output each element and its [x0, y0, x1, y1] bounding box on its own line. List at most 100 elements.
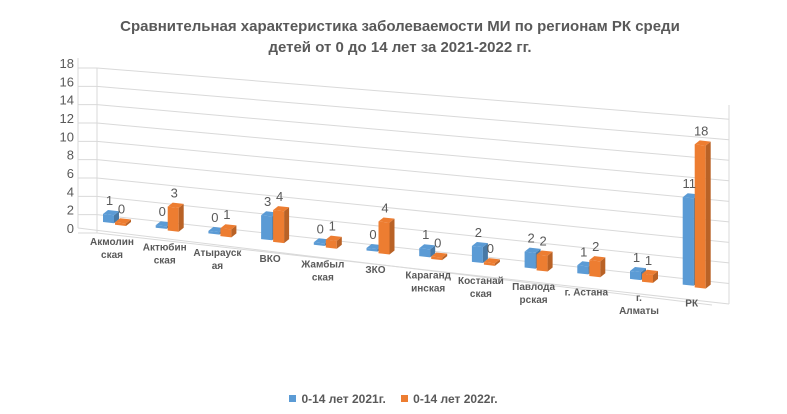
bar-2022-side — [494, 259, 500, 266]
y-tick-label: 16 — [60, 74, 74, 89]
data-label-2022: 4 — [276, 189, 283, 204]
data-label-2021: 1 — [422, 227, 429, 242]
bar-2022-front — [536, 254, 548, 272]
category-label-line: ская — [470, 289, 492, 300]
category-label: Костанай ская — [458, 276, 504, 300]
bar-2022-top — [589, 256, 606, 262]
legend-swatch-2021 — [289, 395, 297, 402]
bar-2021-front — [313, 242, 325, 246]
category-label-line: Костанай — [458, 276, 504, 287]
y-tick-label: 2 — [67, 203, 74, 218]
bar-2022-side — [600, 257, 606, 278]
bar-2022-top — [167, 202, 184, 208]
data-label-2021: 0 — [211, 210, 218, 225]
bar-2022-front — [694, 144, 706, 289]
data-label-2021: 11 — [682, 176, 696, 191]
bars-layer — [103, 140, 711, 289]
bar-2022-side — [126, 219, 131, 226]
bar-2021-front — [208, 230, 220, 235]
category-label: ВКО — [260, 254, 281, 265]
y-tick-label: 10 — [60, 129, 74, 144]
floor-front-edge — [77, 227, 713, 306]
bar-2021-front — [103, 214, 114, 224]
bar-2022-top — [536, 250, 553, 256]
bar-2021-top — [419, 244, 436, 250]
data-label-2022: 1 — [223, 207, 230, 222]
bar-2022-front — [431, 256, 443, 261]
y-tick-label: 8 — [67, 148, 74, 163]
bar-2022-top — [115, 218, 131, 224]
data-label-2021: 0 — [159, 204, 166, 219]
bar-2022-front — [115, 222, 126, 226]
y-tick-label: 4 — [67, 184, 74, 199]
gridline — [96, 104, 730, 161]
category-label: г. Алматы — [619, 293, 659, 317]
category-label-line: г. — [636, 293, 642, 304]
bar-2022-top — [378, 217, 395, 223]
data-label-2021: 1 — [580, 244, 587, 259]
y-tick-label: 6 — [67, 166, 74, 181]
chart-title-line-1: Сравнительная характеристика заболеваемо… — [120, 18, 680, 35]
bar-2022-top — [483, 258, 500, 264]
category-label: Актюбин ская — [143, 242, 187, 267]
data-label-2021: 1 — [633, 250, 640, 265]
bar-2021-front — [630, 270, 641, 281]
bar-2022-top — [642, 269, 658, 275]
category-label-line: Алматы — [619, 306, 659, 317]
gridline — [96, 140, 730, 202]
bar-2021-front — [471, 245, 483, 264]
bar-2022-front — [483, 262, 495, 266]
category-label-line: г. Астана — [565, 287, 609, 298]
legend-item-2022: 0-14 лет 2022г. — [401, 392, 498, 406]
legend-swatch-2022 — [401, 395, 409, 402]
category-label-line: Акмолин — [90, 237, 134, 248]
data-label-2022: 1 — [645, 253, 652, 268]
category-label-line: Караганд — [405, 271, 451, 282]
data-label-2022: 18 — [694, 123, 708, 138]
bar-2021-side — [114, 211, 119, 224]
bar-2021-side — [482, 243, 488, 264]
bar-2022-side — [178, 203, 184, 232]
bar-2021-front — [366, 247, 378, 252]
category-label: Павлода рская — [512, 282, 555, 306]
chart-legend: 0-14 лет 2021г. 0-14 лет 2022г. — [0, 392, 787, 406]
bar-2022-side — [705, 141, 711, 289]
data-label-2022: 0 — [118, 201, 125, 216]
y-tick-label: 14 — [60, 93, 74, 108]
bar-2022-top — [220, 224, 237, 230]
data-label-2021: 3 — [264, 194, 271, 209]
bar-2021-top — [103, 210, 119, 216]
category-label: г. Астана — [565, 287, 609, 298]
bar-2021-front — [419, 248, 431, 258]
category-label-line: ская — [101, 250, 123, 261]
chart-title: Сравнительная характеристика заболеваемо… — [60, 16, 740, 58]
bar-2022-top — [431, 252, 448, 258]
data-label-2022: 2 — [539, 233, 546, 248]
bar-2022-front — [167, 206, 179, 232]
category-label: Акмолин ская — [90, 237, 134, 261]
gridline — [96, 122, 730, 182]
category-label-line: Актюбин — [143, 242, 187, 254]
data-label-2022: 3 — [171, 186, 178, 201]
data-label-2022: 4 — [381, 200, 388, 215]
chart-title-line-2: детей от 0 до 14 лет за 2021-2022 гг. — [268, 39, 532, 56]
data-label-2022: 0 — [487, 241, 494, 256]
category-label: Атырауск ая — [193, 248, 242, 272]
bar-2021-top — [524, 247, 541, 253]
bar-2022-side — [284, 207, 290, 244]
bar-2022-front — [378, 221, 390, 255]
category-label-line: РК — [685, 299, 699, 310]
data-label-2022: 2 — [592, 239, 599, 254]
bar-2022-front — [273, 210, 285, 244]
category-label: Караганд инская — [405, 271, 451, 295]
category-label-line: ЗКО — [365, 265, 385, 276]
bar-2022-side — [231, 225, 237, 238]
bar-2021-front — [577, 265, 589, 275]
bar-2021-top — [471, 241, 488, 248]
bar-2021-front — [524, 251, 536, 269]
bar-2021-side — [430, 245, 436, 258]
y-tick-label: 12 — [60, 111, 74, 126]
data-label-2021: 2 — [527, 231, 534, 246]
bar-2021-front — [261, 215, 273, 241]
